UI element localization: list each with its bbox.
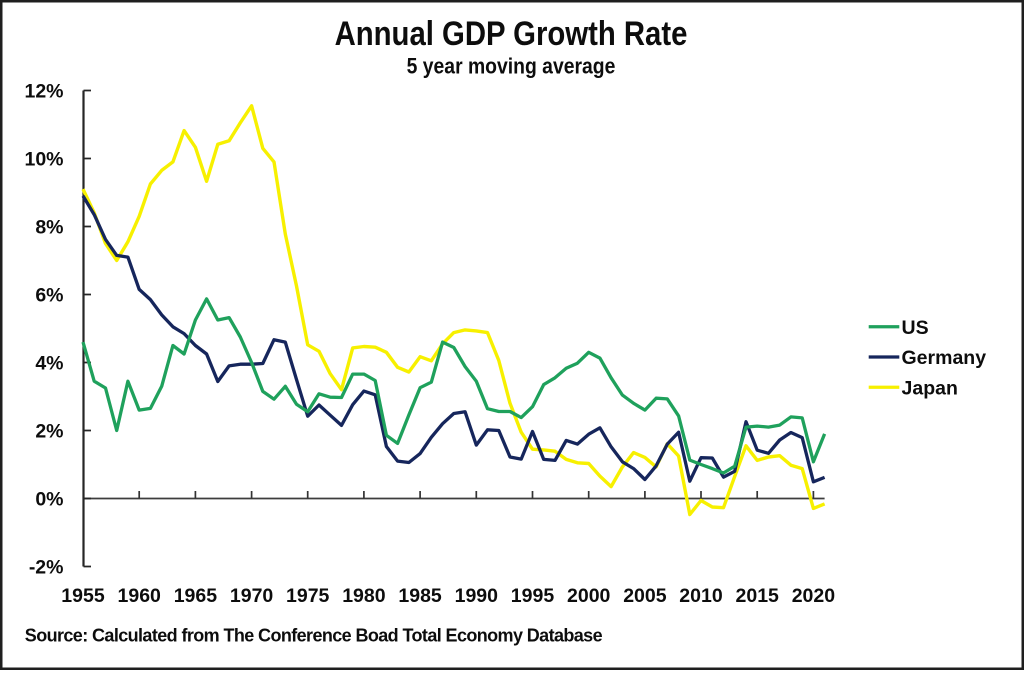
- svg-text:1990: 1990: [455, 585, 499, 607]
- svg-text:2020: 2020: [792, 585, 836, 607]
- svg-text:Japan: Japan: [902, 377, 958, 399]
- svg-text:Annual GDP Growth Rate: Annual GDP Growth Rate: [335, 14, 688, 53]
- svg-text:2000: 2000: [567, 585, 611, 607]
- svg-text:1975: 1975: [286, 585, 330, 607]
- svg-text:1965: 1965: [174, 585, 218, 607]
- svg-text:2015: 2015: [736, 585, 780, 607]
- svg-text:12%: 12%: [24, 81, 63, 103]
- svg-text:2005: 2005: [623, 585, 667, 607]
- svg-text:Source: Calculated from The Co: Source: Calculated from The Conference B…: [25, 626, 603, 646]
- svg-text:1995: 1995: [511, 585, 555, 607]
- svg-text:1960: 1960: [118, 585, 162, 607]
- svg-text:US: US: [902, 317, 929, 339]
- svg-text:6%: 6%: [35, 285, 63, 307]
- svg-text:2%: 2%: [35, 421, 63, 443]
- svg-text:Germany: Germany: [902, 347, 987, 369]
- svg-text:1985: 1985: [398, 585, 442, 607]
- svg-text:1955: 1955: [61, 585, 105, 607]
- svg-text:1980: 1980: [342, 585, 386, 607]
- svg-text:0%: 0%: [35, 489, 63, 511]
- svg-text:-2%: -2%: [29, 557, 64, 579]
- svg-text:8%: 8%: [35, 217, 63, 239]
- svg-text:2010: 2010: [679, 585, 723, 607]
- svg-text:1970: 1970: [230, 585, 274, 607]
- svg-text:4%: 4%: [35, 353, 63, 375]
- svg-text:10%: 10%: [24, 149, 63, 171]
- svg-text:5 year moving average: 5 year moving average: [407, 54, 616, 78]
